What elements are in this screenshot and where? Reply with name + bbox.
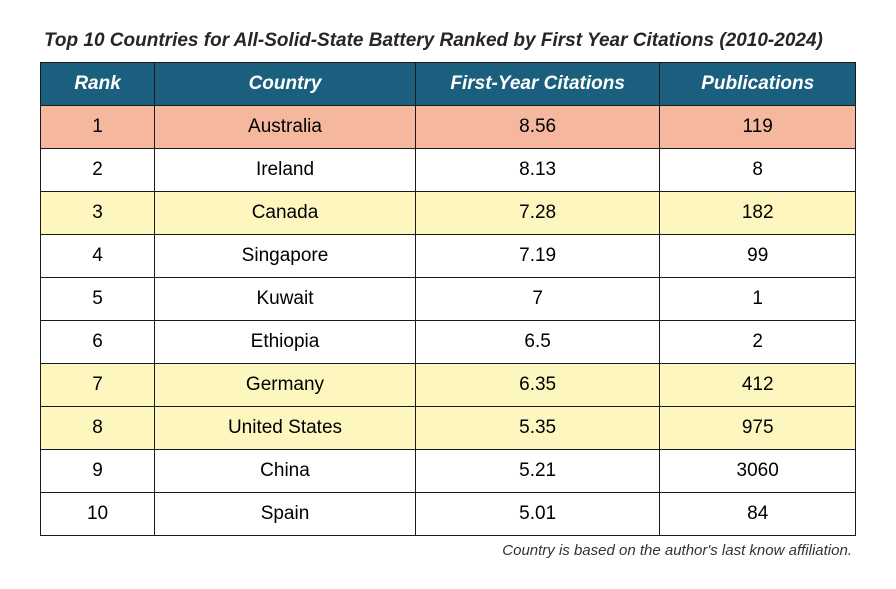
cell-country: Spain (155, 493, 416, 536)
table-row: 10Spain5.0184 (41, 493, 856, 536)
col-header-rank: Rank (41, 63, 155, 106)
cell-publications: 119 (660, 106, 856, 149)
cell-publications: 975 (660, 407, 856, 450)
cell-rank: 3 (41, 192, 155, 235)
cell-publications: 182 (660, 192, 856, 235)
cell-citations: 6.5 (415, 321, 660, 364)
col-header-publications: Publications (660, 63, 856, 106)
cell-citations: 8.13 (415, 149, 660, 192)
cell-rank: 9 (41, 450, 155, 493)
table-header-row: Rank Country First-Year Citations Public… (41, 63, 856, 106)
cell-citations: 7.19 (415, 235, 660, 278)
cell-rank: 10 (41, 493, 155, 536)
cell-publications: 3060 (660, 450, 856, 493)
table-row: 4Singapore7.1999 (41, 235, 856, 278)
cell-rank: 5 (41, 278, 155, 321)
cell-country: Australia (155, 106, 416, 149)
cell-rank: 4 (41, 235, 155, 278)
cell-country: Singapore (155, 235, 416, 278)
cell-citations: 5.21 (415, 450, 660, 493)
cell-country: Ethiopia (155, 321, 416, 364)
cell-citations: 8.56 (415, 106, 660, 149)
cell-publications: 99 (660, 235, 856, 278)
table-row: 3Canada7.28182 (41, 192, 856, 235)
cell-country: China (155, 450, 416, 493)
cell-citations: 5.01 (415, 493, 660, 536)
cell-publications: 1 (660, 278, 856, 321)
cell-rank: 7 (41, 364, 155, 407)
cell-country: Ireland (155, 149, 416, 192)
table-row: 7Germany6.35412 (41, 364, 856, 407)
table-row: 6Ethiopia6.52 (41, 321, 856, 364)
cell-country: Kuwait (155, 278, 416, 321)
rankings-table: Rank Country First-Year Citations Public… (40, 62, 856, 536)
table-row: 9China5.213060 (41, 450, 856, 493)
cell-rank: 1 (41, 106, 155, 149)
table-footnote: Country is based on the author's last kn… (40, 542, 856, 559)
cell-publications: 412 (660, 364, 856, 407)
cell-country: Germany (155, 364, 416, 407)
col-header-citations: First-Year Citations (415, 63, 660, 106)
table-row: 2Ireland8.138 (41, 149, 856, 192)
cell-citations: 7.28 (415, 192, 660, 235)
cell-rank: 8 (41, 407, 155, 450)
table-row: 5Kuwait71 (41, 278, 856, 321)
cell-country: Canada (155, 192, 416, 235)
cell-publications: 8 (660, 149, 856, 192)
cell-rank: 2 (41, 149, 155, 192)
table-row: 8United States5.35975 (41, 407, 856, 450)
cell-rank: 6 (41, 321, 155, 364)
cell-citations: 6.35 (415, 364, 660, 407)
cell-citations: 5.35 (415, 407, 660, 450)
table-row: 1Australia8.56119 (41, 106, 856, 149)
cell-citations: 7 (415, 278, 660, 321)
cell-publications: 84 (660, 493, 856, 536)
table-title: Top 10 Countries for All-Solid-State Bat… (44, 30, 856, 52)
cell-country: United States (155, 407, 416, 450)
cell-publications: 2 (660, 321, 856, 364)
col-header-country: Country (155, 63, 416, 106)
